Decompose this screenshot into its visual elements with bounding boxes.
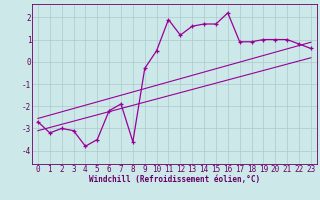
X-axis label: Windchill (Refroidissement éolien,°C): Windchill (Refroidissement éolien,°C) (89, 175, 260, 184)
